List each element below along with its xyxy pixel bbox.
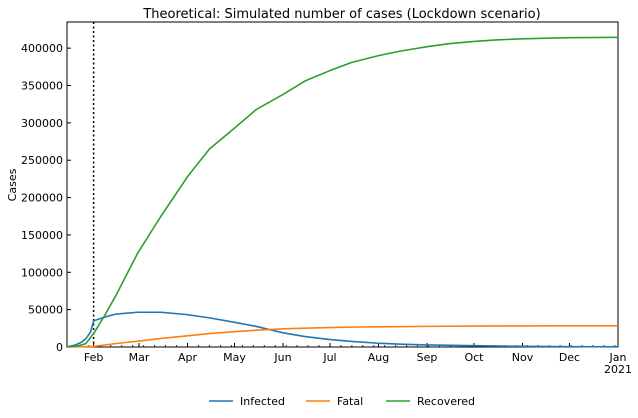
x-year-label: 2021 xyxy=(604,363,632,376)
y-tick-label: 50000 xyxy=(28,304,63,317)
x-tick-label: Jul xyxy=(322,351,336,364)
series-line-recovered xyxy=(66,36,619,348)
legend-label-recovered: Recovered xyxy=(417,395,475,408)
legend-label-infected: Infected xyxy=(240,395,285,408)
y-tick-label: 250000 xyxy=(21,154,63,167)
x-tick-label: Feb xyxy=(84,351,103,364)
axes-frame xyxy=(66,21,619,348)
x-tick-label: Mar xyxy=(129,351,150,364)
x-tick-label: Jan xyxy=(609,351,627,364)
x-tick-label: Dec xyxy=(559,351,580,364)
y-tick-label: 400000 xyxy=(21,42,63,55)
y-tick-label: 0 xyxy=(56,341,63,354)
y-tick-label: 200000 xyxy=(21,192,63,205)
x-tick-label: Nov xyxy=(512,351,534,364)
series-line-infected xyxy=(66,311,619,348)
x-tick-label: May xyxy=(223,351,246,364)
x-tick-label: Jun xyxy=(273,351,291,364)
x-tick-label: Apr xyxy=(178,351,198,364)
y-tick-label: 350000 xyxy=(21,80,63,93)
y-tick-label: 300000 xyxy=(21,117,63,130)
x-tick-label: Sep xyxy=(417,351,438,364)
x-tick-label: Oct xyxy=(464,351,484,364)
y-tick-label: 150000 xyxy=(21,229,63,242)
y-axis-label: Cases xyxy=(6,168,19,201)
y-tick-label: 100000 xyxy=(21,266,63,279)
plot-area: 0 50000 100000 150000 200000 250000 300000 3500… xyxy=(21,21,632,376)
legend-label-fatal: Fatal xyxy=(337,395,363,408)
x-tick-label: Aug xyxy=(368,351,389,364)
series-line-fatal xyxy=(66,324,619,348)
legend: Infected Fatal Recovered xyxy=(209,395,475,408)
chart-title: Theoretical: Simulated number of cases (… xyxy=(142,7,540,22)
